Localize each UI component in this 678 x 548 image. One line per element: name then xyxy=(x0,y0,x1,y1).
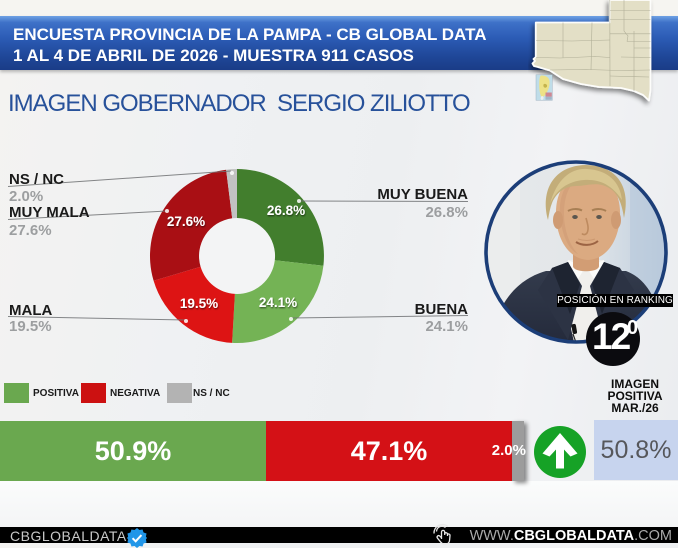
svg-text:19.5%: 19.5% xyxy=(180,296,218,311)
svg-text:27.6%: 27.6% xyxy=(167,214,205,229)
svg-text:26.8%: 26.8% xyxy=(267,203,305,218)
svg-text:24.1%: 24.1% xyxy=(259,295,297,310)
